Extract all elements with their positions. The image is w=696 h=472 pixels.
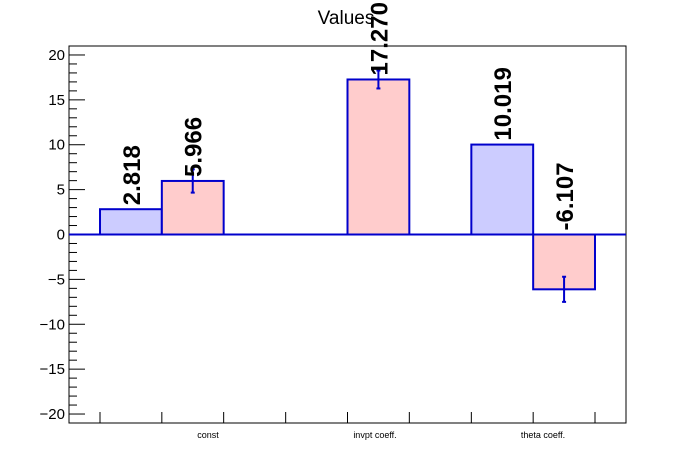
y-tick-label: 5: [57, 182, 65, 199]
y-tick-label: 0: [57, 227, 65, 244]
x-axis: [99, 412, 596, 423]
y-tick-label: 20: [48, 47, 65, 64]
y-tick-label: 10: [48, 137, 65, 154]
category-label-theta: theta coeff.: [521, 430, 565, 440]
y-tick-label: −5: [48, 271, 65, 288]
bar-series1-2: [470, 143, 535, 236]
data-label-series1-2: 10.019: [490, 67, 517, 140]
y-tick-label: 15: [48, 92, 65, 109]
category-label-const: const: [197, 430, 219, 440]
y-tick-label: −10: [40, 316, 65, 333]
bars-group: [99, 78, 596, 291]
data-labels-group: 2.818 10.019 5.966 17.270 -6.107: [119, 2, 579, 230]
data-label-series2-1: 17.270: [366, 2, 393, 75]
bar-series2-1: [346, 78, 411, 236]
error-bars-group: [190, 69, 567, 303]
data-label-series2-0: 5.966: [181, 117, 208, 177]
y-tick-label: −15: [40, 361, 65, 378]
category-label-invpt: invpt coeff.: [353, 430, 396, 440]
y-axis: −20 −15 −10 −5 0 5 10 15 20: [40, 46, 85, 423]
data-label-series1-0: 2.818: [119, 145, 146, 205]
chart-title: Values: [318, 8, 375, 29]
data-label-series2-2: -6.107: [552, 162, 579, 230]
bar-series1-0: [99, 208, 163, 236]
y-tick-label: −20: [40, 406, 65, 423]
